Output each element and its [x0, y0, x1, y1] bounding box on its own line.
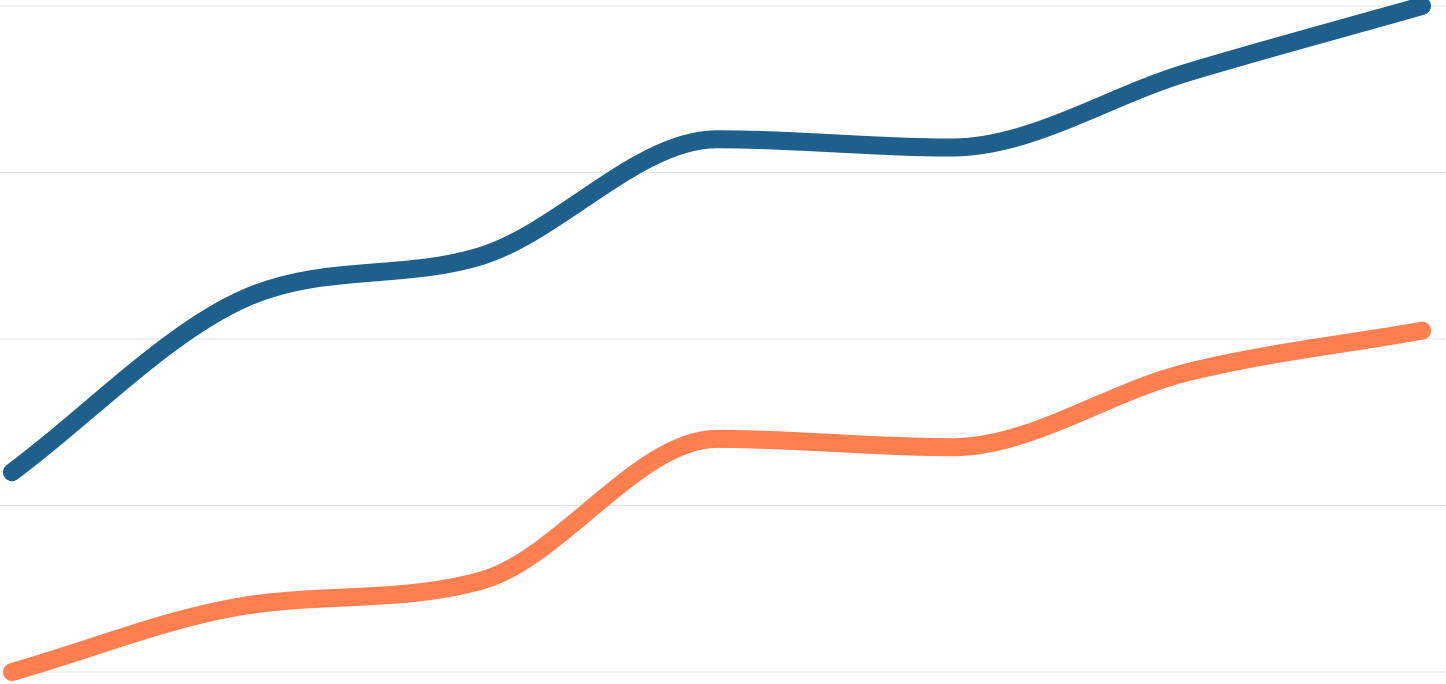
series-lines	[3, 0, 1431, 681]
series-line-1	[3, 0, 1431, 482]
series-line-2	[3, 321, 1431, 681]
gridlines	[0, 5, 1446, 673]
